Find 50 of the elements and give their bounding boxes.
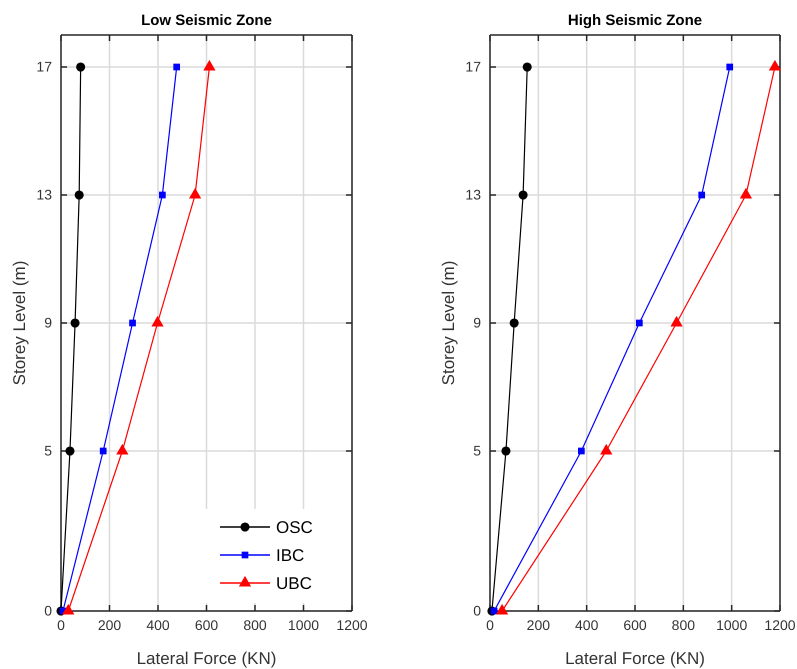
x-tick-label: 600 bbox=[623, 616, 647, 633]
point bbox=[159, 192, 166, 198]
point bbox=[74, 190, 84, 200]
point bbox=[578, 448, 585, 454]
point bbox=[698, 192, 706, 198]
point bbox=[510, 318, 519, 328]
chart-title: High Seismic Zone bbox=[568, 12, 702, 29]
x-tick-label: 1200 bbox=[764, 616, 796, 633]
point bbox=[501, 446, 510, 456]
x-tick-label: 1000 bbox=[288, 616, 320, 633]
x-tick-label: 800 bbox=[243, 616, 267, 633]
x-tick-label: 800 bbox=[672, 616, 696, 633]
point bbox=[70, 318, 80, 328]
x-tick-label: 400 bbox=[146, 616, 170, 633]
y-tick-label: 17 bbox=[465, 58, 482, 74]
point bbox=[173, 64, 180, 70]
point bbox=[65, 446, 75, 456]
point bbox=[518, 190, 528, 200]
x-tick-label: 0 bbox=[486, 616, 494, 633]
point bbox=[726, 64, 734, 70]
y-axis-title: Storey Level (m) bbox=[10, 260, 29, 386]
x-tick-label: 1200 bbox=[336, 616, 368, 633]
chart-title: Low Seismic Zone bbox=[141, 12, 272, 29]
point bbox=[76, 62, 86, 72]
y-tick-label: 0 bbox=[44, 602, 52, 618]
y-tick-label: 9 bbox=[473, 314, 482, 330]
y-tick-label: 13 bbox=[465, 186, 482, 202]
y-tick-label: 17 bbox=[36, 58, 52, 74]
point bbox=[636, 320, 643, 326]
point bbox=[129, 320, 136, 326]
y-axis-title: Storey Level (m) bbox=[439, 260, 458, 386]
x-tick-label: 400 bbox=[574, 616, 599, 633]
point bbox=[522, 62, 532, 72]
x-tick-label: 200 bbox=[98, 616, 122, 633]
legend-label: UBC bbox=[276, 574, 312, 593]
point bbox=[100, 448, 107, 454]
y-tick-label: 0 bbox=[473, 602, 482, 618]
x-tick-label: 600 bbox=[194, 616, 218, 633]
x-tick-label: 1000 bbox=[716, 616, 748, 633]
x-tick-label: 0 bbox=[57, 616, 66, 633]
point bbox=[490, 608, 498, 614]
y-tick-label: 5 bbox=[473, 442, 482, 458]
legend-label: OSC bbox=[276, 518, 313, 537]
x-axis-title: Lateral Force (KN) bbox=[136, 649, 276, 668]
y-tick-label: 9 bbox=[44, 314, 52, 330]
x-tick-label: 200 bbox=[526, 616, 550, 633]
legend-label: IBC bbox=[276, 546, 304, 565]
y-tick-label: 5 bbox=[44, 442, 52, 458]
y-tick-label: 13 bbox=[36, 186, 52, 202]
x-axis-title: Lateral Force (KN) bbox=[565, 649, 705, 668]
